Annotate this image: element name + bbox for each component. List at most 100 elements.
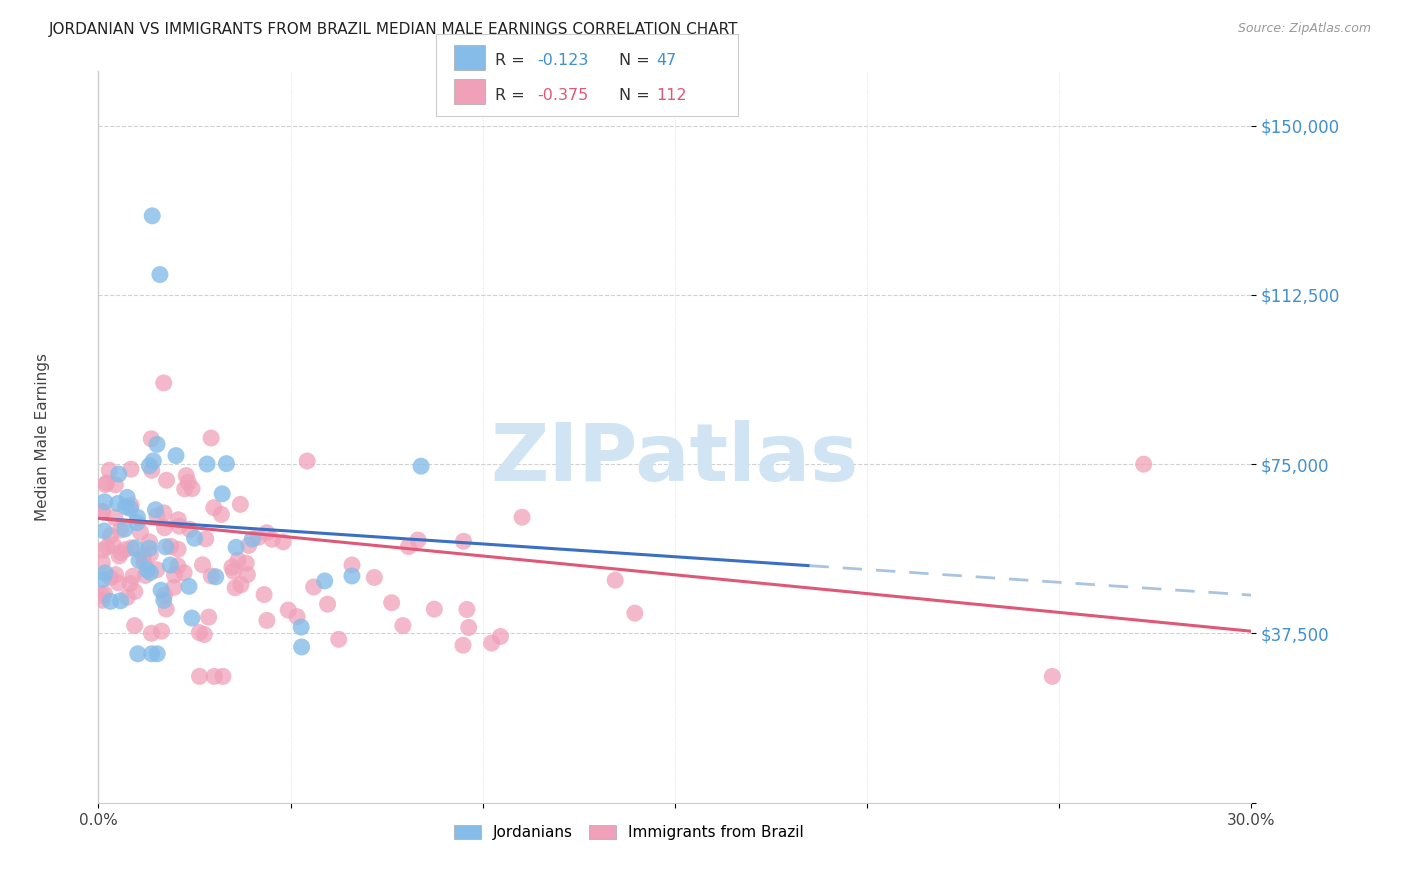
Point (363, 570, 385, 584)
Point (98, 570, 121, 584)
Point (120, 462, 142, 476)
Point (226, 553, 249, 567)
Point (150, 624, 173, 639)
Point (202, 669, 225, 683)
Point (180, 611, 202, 625)
Point (224, 581, 246, 595)
Point (179, 522, 201, 536)
Point (91, 573, 114, 587)
Point (193, 627, 215, 641)
Point (100, 528, 122, 542)
Point (150, 583, 173, 598)
Point (277, 603, 299, 617)
Point (194, 532, 217, 546)
Point (225, 541, 247, 555)
Point (262, 533, 284, 547)
Point (142, 454, 165, 468)
Point (212, 669, 235, 683)
Point (114, 500, 136, 514)
Point (302, 580, 325, 594)
Point (124, 584, 146, 599)
Point (152, 593, 174, 607)
Point (127, 647, 149, 661)
Point (211, 487, 233, 501)
Point (605, 573, 627, 587)
Point (91, 505, 114, 519)
Text: -0.123: -0.123 (537, 54, 589, 69)
Point (138, 458, 160, 473)
Point (146, 508, 169, 523)
Point (238, 538, 260, 552)
Point (188, 625, 211, 640)
Point (94, 566, 117, 580)
Point (285, 609, 308, 624)
Point (96, 475, 118, 490)
Point (159, 558, 181, 572)
Point (423, 602, 446, 616)
Point (340, 558, 363, 572)
Point (163, 581, 186, 595)
Point (115, 491, 138, 505)
Point (91, 589, 114, 603)
Point (120, 541, 142, 555)
Point (122, 569, 145, 583)
Point (451, 638, 474, 652)
Point (125, 516, 148, 530)
Point (409, 459, 432, 474)
Point (163, 568, 186, 582)
Point (215, 457, 238, 471)
Point (236, 567, 259, 582)
Point (91, 593, 114, 607)
Point (169, 519, 191, 533)
Point (146, 647, 169, 661)
Point (152, 376, 174, 390)
Text: R =: R = (495, 54, 530, 69)
Point (94, 477, 117, 491)
Text: JORDANIAN VS IMMIGRANTS FROM BRAZIL MEDIAN MALE EARNINGS CORRELATION CHART: JORDANIAN VS IMMIGRANTS FROM BRAZIL MEDI… (49, 22, 738, 37)
Point (91, 556, 114, 570)
Point (132, 549, 155, 564)
Text: 112: 112 (657, 87, 688, 103)
Point (197, 610, 219, 624)
Point (153, 506, 176, 520)
Point (406, 533, 429, 547)
Point (181, 482, 204, 496)
Point (177, 579, 200, 593)
Point (124, 618, 146, 632)
Point (96, 540, 118, 554)
Point (100, 594, 122, 608)
Point (510, 510, 533, 524)
Point (247, 530, 270, 544)
Point (141, 432, 163, 446)
Point (110, 523, 132, 537)
Point (149, 268, 172, 282)
Point (229, 497, 252, 511)
Point (489, 630, 512, 644)
Point (167, 559, 190, 574)
Point (174, 468, 197, 483)
Point (107, 496, 129, 510)
Point (456, 602, 478, 616)
Point (110, 594, 132, 608)
Point (134, 556, 156, 570)
Point (392, 618, 415, 632)
Text: 47: 47 (657, 54, 676, 69)
Point (141, 463, 163, 477)
Point (103, 538, 125, 552)
Point (200, 431, 222, 445)
Point (177, 475, 200, 490)
Legend: Jordanians, Immigrants from Brazil: Jordanians, Immigrants from Brazil (447, 819, 810, 847)
Point (129, 524, 152, 539)
Point (291, 640, 314, 654)
Point (139, 548, 162, 562)
Point (107, 467, 129, 481)
Point (146, 437, 169, 451)
Point (127, 510, 149, 524)
Point (295, 454, 318, 468)
Point (481, 636, 503, 650)
Point (134, 568, 156, 582)
Point (128, 553, 150, 567)
Point (229, 578, 252, 592)
Point (155, 540, 177, 554)
Point (253, 588, 276, 602)
